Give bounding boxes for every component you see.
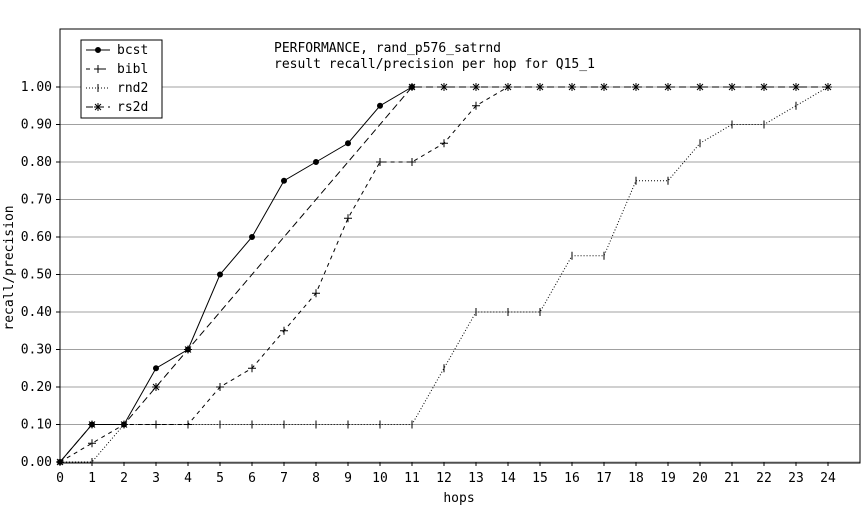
y-tick-label: 1.00 <box>21 80 52 95</box>
legend-label-rs2d: rs2d <box>117 100 148 115</box>
y-tick-label: 0.00 <box>21 455 52 470</box>
x-tick-label: 13 <box>468 471 484 486</box>
data-point <box>344 214 352 223</box>
x-tick-label: 14 <box>500 471 516 486</box>
x-tick-label: 7 <box>280 471 288 486</box>
data-point <box>88 439 96 448</box>
data-point <box>472 83 480 91</box>
x-tick-label: 2 <box>120 471 128 486</box>
data-point <box>664 83 672 91</box>
x-tick-label: 22 <box>756 471 772 486</box>
x-tick-label: 8 <box>312 471 320 486</box>
data-point <box>377 102 383 109</box>
x-tick-label: 24 <box>820 471 836 486</box>
x-tick-label: 11 <box>404 471 420 486</box>
plot-frame <box>59 28 861 464</box>
y-tick-label: 0.20 <box>21 380 52 395</box>
x-tick-label: 12 <box>436 471 452 486</box>
data-point <box>281 177 287 184</box>
x-axis: 0 1 2 3 4 5 6 7 8 9 10 11 12 13 14 15 16 17 18 19 20 21 22 23 24 <box>56 462 836 486</box>
grid-lines <box>60 86 860 463</box>
data-point <box>696 83 704 91</box>
data-point <box>95 47 101 53</box>
data-point <box>760 83 768 91</box>
data-point <box>728 83 736 91</box>
x-tick-label: 0 <box>56 471 64 486</box>
data-point <box>216 383 224 391</box>
data-point <box>504 83 512 91</box>
x-tick-label: 9 <box>344 471 352 486</box>
data-point <box>472 101 480 110</box>
data-point <box>120 420 128 429</box>
data-point <box>153 365 159 372</box>
x-tick-label: 23 <box>788 471 804 486</box>
x-tick-label: 19 <box>660 471 676 486</box>
x-tick-label: 6 <box>248 471 256 486</box>
data-point <box>440 139 448 148</box>
x-tick-label: 21 <box>724 471 740 486</box>
y-tick-label: 0.60 <box>21 230 52 245</box>
data-point <box>313 159 319 165</box>
x-tick-label: 3 <box>152 471 160 486</box>
x-tick-label: 17 <box>596 471 612 486</box>
y-tick-label: 0.10 <box>21 418 52 433</box>
x-tick-label: 1 <box>88 471 96 486</box>
data-point <box>408 83 416 91</box>
data-point <box>217 271 223 278</box>
data-point <box>792 83 800 91</box>
data-point <box>312 289 320 298</box>
legend-label-bibl: bibl <box>117 62 148 77</box>
data-point <box>94 103 102 111</box>
data-point <box>408 158 416 166</box>
data-point <box>152 383 160 391</box>
y-axis: 0.00 0.10 0.20 0.30 0.40 0.50 0.60 0.70 0.80 0.90… <box>21 80 60 470</box>
legend-label-rnd2: rnd2 <box>117 81 148 96</box>
x-tick-label: 18 <box>628 471 644 486</box>
data-point <box>632 83 640 91</box>
y-axis-label: recall/precision <box>2 205 17 330</box>
x-axis-label: hops <box>443 491 474 506</box>
data-point <box>440 83 448 91</box>
y-tick-label: 0.80 <box>21 155 52 170</box>
y-tick-label: 0.40 <box>21 305 52 320</box>
data-point <box>94 65 102 73</box>
data-point <box>88 420 96 429</box>
x-tick-label: 20 <box>692 471 708 486</box>
chart-subtitle: result recall/precision per hop for Q15_… <box>274 57 595 72</box>
x-tick-label: 15 <box>532 471 548 486</box>
data-point <box>184 345 192 354</box>
data-point <box>280 326 288 335</box>
legend-label-bcst: bcst <box>117 43 148 58</box>
data-point <box>345 140 351 147</box>
y-tick-label: 0.90 <box>21 118 52 133</box>
legend-box <box>80 39 163 119</box>
legend: bcst bibl rnd2 rs2d <box>80 39 163 119</box>
data-point <box>249 234 255 240</box>
chart-title: PERFORMANCE, rand_p576_satrnd <box>274 41 501 56</box>
y-tick-label: 0.70 <box>21 193 52 208</box>
x-tick-label: 4 <box>184 471 192 486</box>
data-point <box>824 83 832 91</box>
data-point <box>568 83 576 91</box>
y-tick-label: 0.50 <box>21 268 52 283</box>
series-group <box>56 83 832 466</box>
x-tick-label: 5 <box>216 471 224 486</box>
series-line-bcst <box>59 86 413 463</box>
x-tick-label: 10 <box>372 471 388 486</box>
data-point <box>536 83 544 91</box>
data-point <box>376 158 384 166</box>
data-point <box>248 364 256 373</box>
data-point <box>600 83 608 91</box>
x-tick-label: 16 <box>564 471 580 486</box>
y-tick-label: 0.30 <box>21 343 52 358</box>
